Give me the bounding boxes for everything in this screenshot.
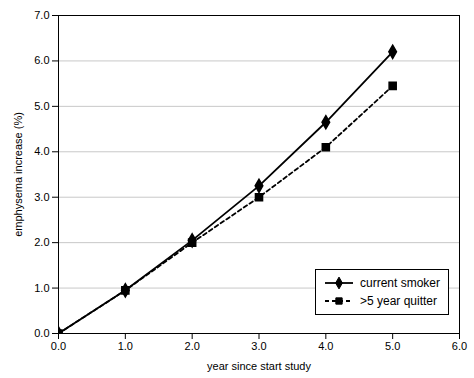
- html-text:>5 year quitter: >5 year quitter: [360, 294, 437, 308]
- html-text:current smoker: current smoker: [360, 276, 440, 290]
- svg-text:4.0: 4.0: [318, 340, 333, 352]
- svg-text:emphysema increase (%): emphysema increase (%): [12, 112, 24, 237]
- svg-text:0.0: 0.0: [51, 340, 66, 352]
- svg-text:2.0: 2.0: [185, 340, 200, 352]
- svg-text:3.0: 3.0: [34, 191, 49, 203]
- svg-text:7.0: 7.0: [34, 9, 49, 21]
- svg-text:5.0: 5.0: [34, 100, 49, 112]
- svg-text:5.0: 5.0: [385, 340, 400, 352]
- svg-text:6.0: 6.0: [34, 54, 49, 66]
- svg-text:4.0: 4.0: [34, 145, 49, 157]
- svg-text:1.0: 1.0: [34, 282, 49, 294]
- svg-text:2.0: 2.0: [34, 236, 49, 248]
- svg-text:year since start study: year since start study: [207, 360, 311, 372]
- svg-text:0.0: 0.0: [34, 327, 49, 339]
- svg-text:3.0: 3.0: [251, 340, 266, 352]
- svg-text:1.0: 1.0: [118, 340, 133, 352]
- svg-text:6.0: 6.0: [452, 340, 467, 352]
